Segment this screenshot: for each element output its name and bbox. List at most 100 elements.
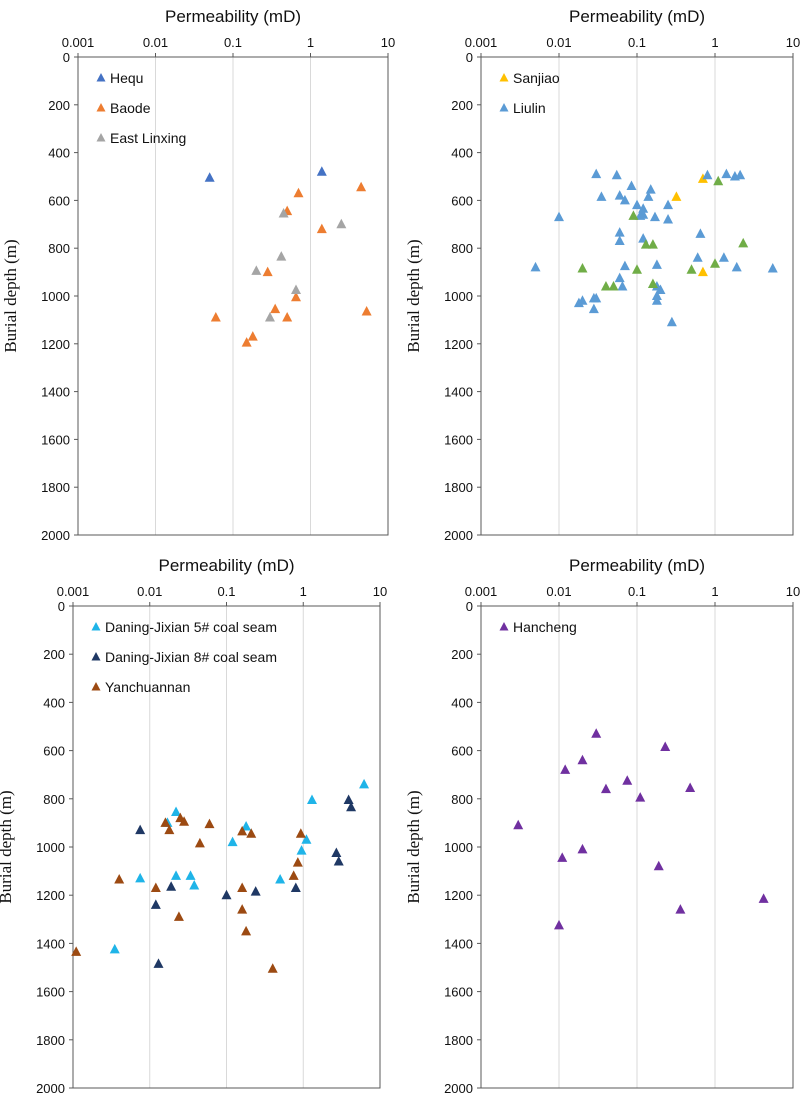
data-point [189, 880, 200, 890]
data-point [194, 837, 205, 848]
y-tick-label: 1600 [36, 985, 65, 1000]
x-tick-label: 10 [786, 35, 800, 50]
data-point [671, 191, 682, 201]
data-point [697, 173, 708, 183]
data-point [71, 946, 82, 956]
data-point [697, 266, 708, 277]
data-point [619, 260, 630, 271]
y-tick-label: 200 [451, 647, 473, 662]
legend-label: Hancheng [513, 619, 577, 635]
data-point [588, 292, 599, 303]
data-point [635, 210, 646, 220]
data-point [275, 874, 286, 884]
data-point [513, 819, 524, 830]
data-point [647, 278, 658, 289]
data-point [296, 845, 307, 855]
legend-label: Sanjiao [513, 70, 560, 86]
data-point [614, 272, 625, 283]
y-tick-label: 200 [451, 98, 473, 113]
y-tick-label: 2000 [444, 1081, 473, 1096]
x-tick-label: 10 [786, 584, 800, 599]
legend-entry: Hequ [96, 70, 143, 86]
y-tick-label: 1000 [36, 840, 65, 855]
y-tick-label: 0 [466, 599, 473, 614]
y-tick-label: 400 [451, 695, 473, 710]
y-tick-label: 800 [48, 241, 70, 256]
data-point [276, 251, 287, 261]
y-tick-label: 200 [43, 647, 65, 662]
y-tick-label: 1600 [444, 432, 473, 447]
legend-label: Yanchuannan [105, 679, 190, 695]
legend-marker [91, 622, 101, 631]
legend-marker [96, 73, 106, 82]
x-tick-label: 0.001 [465, 584, 498, 599]
y-tick-label: 2000 [444, 528, 473, 543]
data-point [617, 280, 628, 291]
data-point [647, 239, 658, 249]
data-point [614, 235, 625, 246]
x-tick-label: 0.001 [62, 35, 95, 50]
data-point [171, 806, 182, 817]
data-point [241, 925, 252, 936]
data-point [295, 828, 306, 838]
data-point [306, 794, 317, 805]
data-point [210, 312, 221, 322]
legend-marker [96, 133, 106, 142]
data-point [573, 297, 584, 308]
data-point [588, 303, 599, 314]
data-point [560, 764, 571, 774]
data-point [577, 263, 588, 273]
data-point [738, 237, 749, 248]
y-tick-label: 2000 [41, 528, 70, 543]
data-point [267, 963, 278, 973]
data-point [675, 904, 686, 914]
data-point [150, 899, 161, 909]
data-point [150, 882, 161, 892]
x-tick-label: 0.01 [546, 584, 571, 599]
y-tick-label: 1000 [444, 289, 473, 304]
legend-label: Daning-Jixian 5# coal seam [105, 619, 277, 635]
data-point [316, 223, 327, 234]
data-point [359, 778, 370, 789]
chart-panel-4: 0.001 0.01 0.1 1 10 0 200 400 600 800 1000 1200 1400… [404, 556, 800, 1096]
y-tick-label: 600 [451, 193, 473, 208]
data-point [651, 290, 662, 300]
x-axis-title: Permeability (mD) [569, 556, 705, 575]
data-point [628, 210, 639, 220]
y-tick-label: 0 [63, 50, 70, 65]
x-tick-label: 0.001 [465, 35, 498, 50]
legend-entry: Sanjiao [499, 70, 560, 86]
y-tick-label: 1400 [444, 385, 473, 400]
data-point [721, 168, 732, 179]
y-tick-label: 0 [58, 599, 65, 614]
data-point [247, 331, 258, 341]
data-point [291, 284, 302, 295]
data-point [343, 794, 354, 805]
legend-label: Baode [110, 100, 151, 116]
data-point [278, 208, 289, 218]
data-point [632, 264, 642, 274]
data-point [608, 280, 619, 291]
x-tick-label: 1 [307, 35, 314, 50]
data-point [241, 337, 252, 347]
x-tick-label: 1 [300, 584, 307, 599]
data-point [114, 874, 125, 884]
series-yanchuannan [71, 812, 306, 973]
data-point [713, 175, 724, 186]
y-tick-label: 1600 [444, 985, 473, 1000]
x-tick-label: 0.001 [57, 584, 90, 599]
y-axis-title: Burial depth (m) [1, 239, 20, 352]
data-point [758, 893, 769, 903]
legend-marker [91, 682, 101, 691]
data-point [227, 836, 238, 847]
series-east-linxing [251, 208, 347, 322]
data-point [204, 818, 215, 829]
data-point [171, 870, 182, 880]
data-point [361, 306, 372, 316]
data-point [626, 180, 637, 191]
data-point [237, 904, 248, 914]
y-axis-title: Burial depth (m) [0, 790, 15, 903]
data-point [135, 824, 146, 835]
data-point [282, 312, 293, 322]
y-tick-label: 600 [451, 744, 473, 759]
